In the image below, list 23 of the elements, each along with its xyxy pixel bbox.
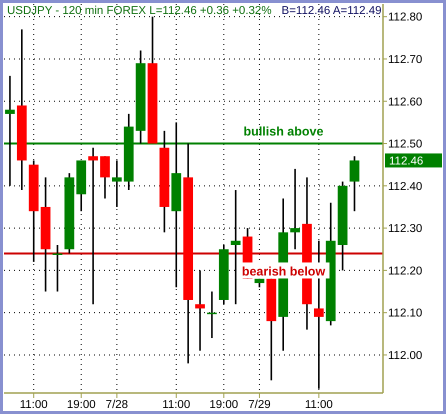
y-tick-label: 112.40 — [388, 180, 422, 193]
candlestick — [100, 155, 110, 200]
y-tick-label: 112.30 — [388, 223, 422, 236]
chart-subtitle: B=112.46 A=112.49 — [282, 5, 382, 17]
x-tick-label: 11:00 — [304, 399, 333, 411]
ref-line-label: bearish below — [242, 264, 326, 278]
x-tick-label: 11:00 — [20, 399, 48, 411]
y-tick-label: 112.00 — [388, 350, 422, 362]
y-tick-label: 112.50 — [388, 138, 422, 151]
y-tick-label: 112.70 — [388, 54, 422, 66]
ref-line-label: bullish above — [244, 124, 324, 139]
y-tick-label: 112.10 — [388, 308, 422, 320]
x-tick-label: 19:00 — [209, 399, 238, 411]
x-tick-label: 7/28 — [106, 399, 128, 411]
text: 112.46 — [389, 155, 424, 168]
y-tick-label: 112.60 — [388, 96, 422, 108]
chart-title: USDJPY - 120 min FOREX L=112.46 +0.36 +0.32% — [7, 5, 272, 17]
x-tick-label: 19:00 — [66, 399, 96, 411]
candlestick — [350, 155, 360, 212]
y-tick-label: 112.80 — [388, 12, 422, 24]
x-tick-label: 7/29 — [248, 399, 271, 411]
y-tick-label: 112.20 — [388, 265, 422, 278]
x-tick-label: 11:00 — [162, 399, 190, 411]
